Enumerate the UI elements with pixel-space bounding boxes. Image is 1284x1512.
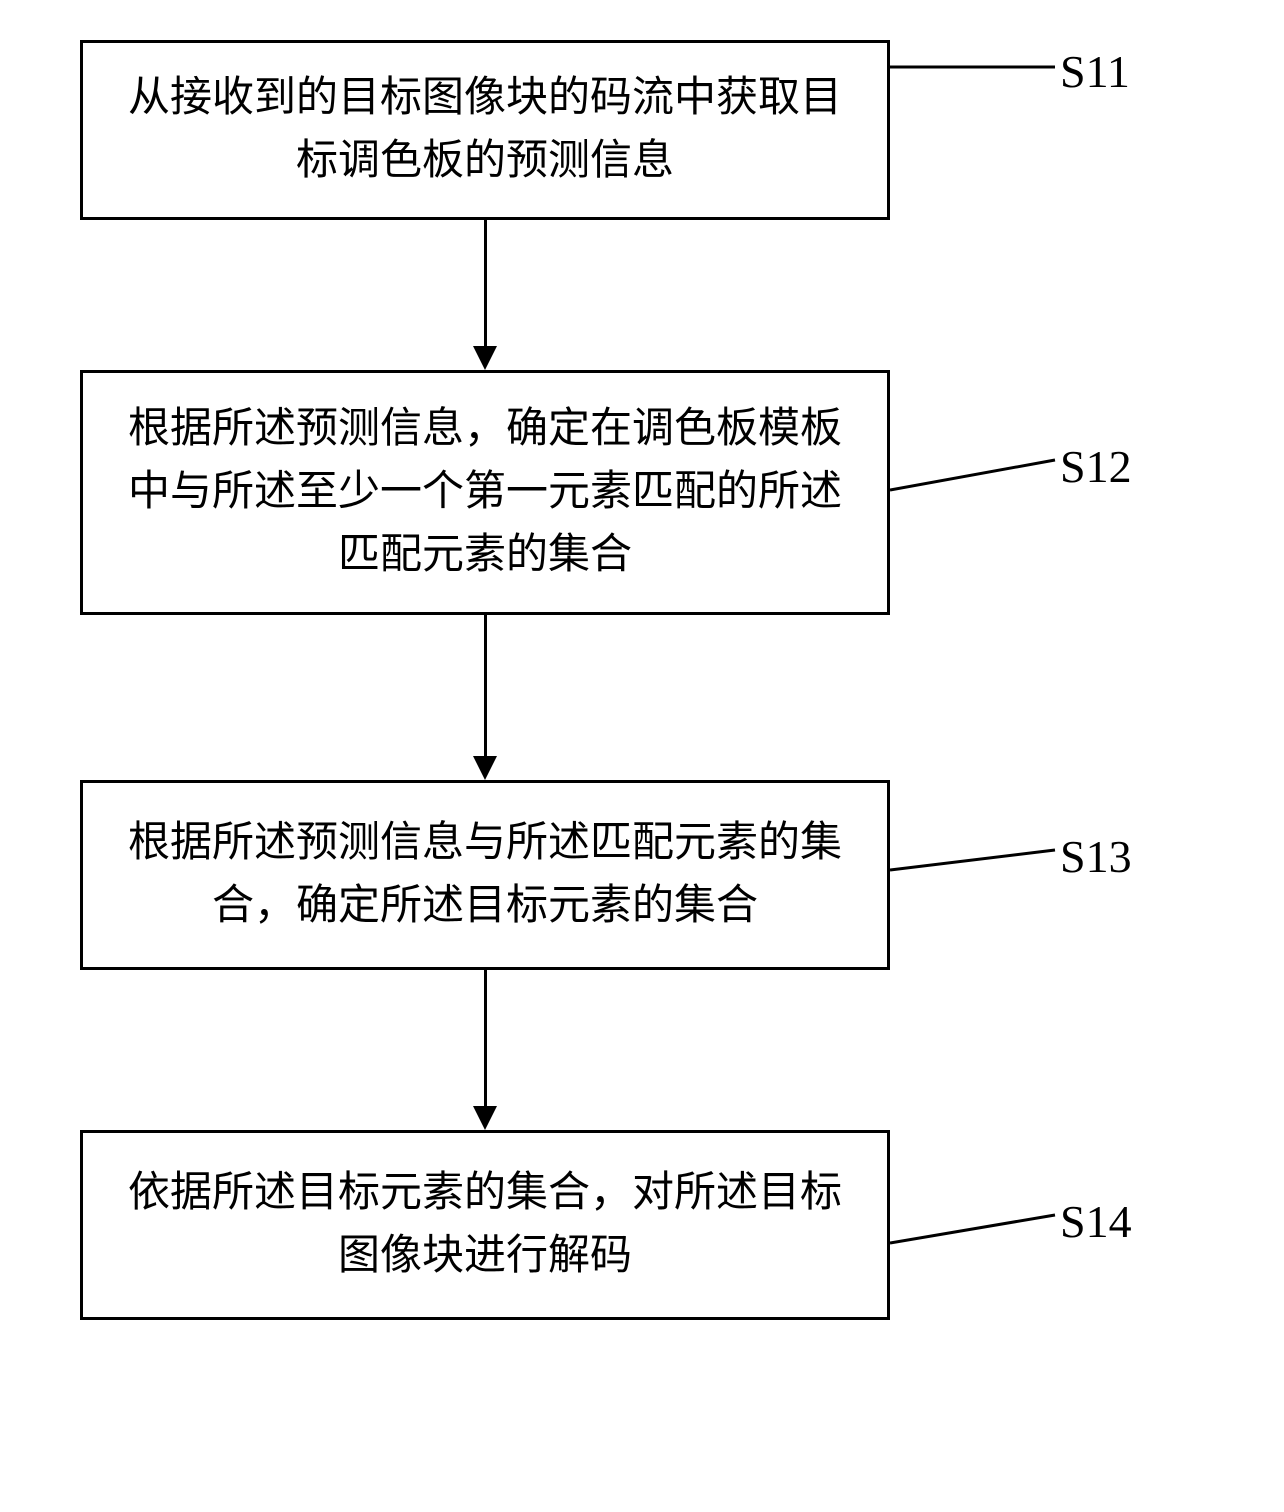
label-connector-s13 [890, 830, 1060, 880]
flow-node-s12: 根据所述预测信息，确定在调色板模板中与所述至少一个第一元素匹配的所述匹配元素的集… [80, 370, 890, 615]
label-connector-s14 [890, 1195, 1060, 1255]
step-label-s11: S11 [1060, 45, 1130, 98]
label-connector-s11 [890, 55, 1060, 85]
arrow-line [484, 615, 487, 756]
arrow-head-icon [473, 756, 497, 780]
arrow-head-icon [473, 1106, 497, 1130]
node-text: 从接收到的目标图像块的码流中获取目标调色板的预测信息 [123, 67, 847, 193]
arrow-line [484, 970, 487, 1106]
label-connector-s12 [890, 440, 1060, 500]
flow-node-s11: 从接收到的目标图像块的码流中获取目标调色板的预测信息 [80, 40, 890, 220]
step-label-s14: S14 [1060, 1195, 1132, 1248]
arrow-head-icon [473, 346, 497, 370]
node-text: 根据所述预测信息，确定在调色板模板中与所述至少一个第一元素匹配的所述匹配元素的集… [123, 398, 847, 587]
flow-node-s13: 根据所述预测信息与所述匹配元素的集合，确定所述目标元素的集合 [80, 780, 890, 970]
step-label-s13: S13 [1060, 830, 1132, 883]
node-text: 根据所述预测信息与所述匹配元素的集合，确定所述目标元素的集合 [123, 812, 847, 938]
flow-node-s14: 依据所述目标元素的集合，对所述目标图像块进行解码 [80, 1130, 890, 1320]
node-text: 依据所述目标元素的集合，对所述目标图像块进行解码 [123, 1162, 847, 1288]
step-label-s12: S12 [1060, 440, 1132, 493]
arrow-line [484, 220, 487, 346]
